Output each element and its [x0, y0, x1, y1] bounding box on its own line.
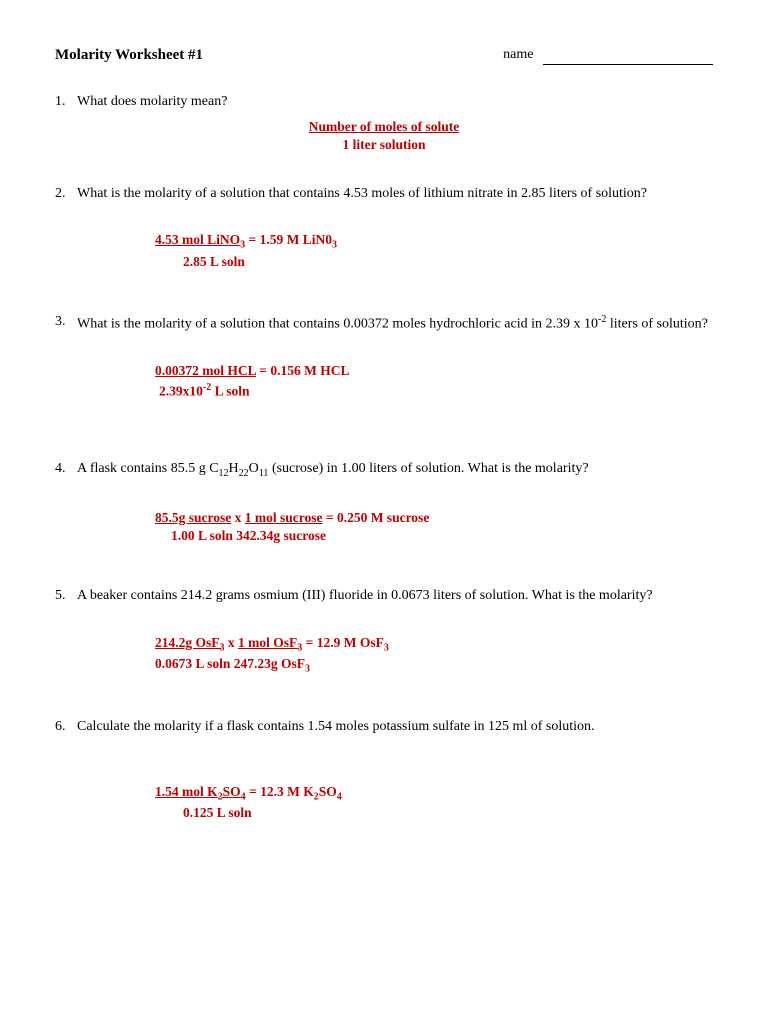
q4-a1c: 1 mol sucrose: [245, 510, 323, 525]
q4-a2: 1.00 L soln 342.34g sucrose: [171, 527, 713, 545]
question-2: 2. What is the molarity of a solution th…: [55, 185, 713, 204]
q5-a2a: 0.0673 L soln 247.23g OsF: [155, 656, 305, 671]
q4-a1a: 85.5g sucrose: [155, 510, 231, 525]
q6-number: 6.: [55, 718, 77, 737]
header: Molarity Worksheet #1 name: [55, 45, 713, 65]
q2-number: 2.: [55, 185, 77, 204]
q1-ans-bot: 1 liter solution: [55, 136, 713, 154]
q5-number: 5.: [55, 587, 77, 606]
q6-a1b: SO: [223, 784, 241, 799]
q3-number: 3.: [55, 313, 77, 335]
name-label: name: [503, 47, 533, 62]
q5-answer: 214.2g OsF3 x 1 mol OsF3 = 12.9 M OsF3 0…: [155, 634, 713, 676]
question-3: 3. What is the molarity of a solution th…: [55, 313, 713, 335]
q6-a2: 0.125 L soln: [183, 804, 713, 822]
q3-a1: 0.00372 mol HCL: [155, 363, 256, 378]
q3-a1r: = 0.156 M HCL: [256, 363, 350, 378]
q4-answer: 85.5g sucrose x 1 mol sucrose = 0.250 M …: [155, 509, 713, 545]
q6-a1a: 1.54 mol K: [155, 784, 218, 799]
page-title: Molarity Worksheet #1: [55, 45, 203, 65]
q6-a1c: = 12.3 M K: [246, 784, 314, 799]
q2-a2: 2.85 L soln: [183, 253, 713, 271]
name-blank-line: [543, 64, 713, 65]
question-4: 4. A flask contains 85.5 g C12H22O11 (su…: [55, 460, 713, 480]
q5-a1c: 1 mol OsF: [238, 635, 297, 650]
q4-number: 4.: [55, 460, 77, 480]
q1-number: 1.: [55, 93, 77, 112]
name-field: name: [503, 46, 713, 65]
q6-text: Calculate the molarity if a flask contai…: [77, 718, 713, 737]
q3-a2b: L soln: [211, 383, 249, 398]
q1-text: What does molarity mean?: [77, 93, 713, 112]
q5-a1a: 214.2g OsF: [155, 635, 220, 650]
q2-answer: 4.53 mol LiNO3 = 1.59 M LiN03 2.85 L sol…: [155, 231, 713, 270]
q5-a1b: x: [225, 635, 239, 650]
question-1: 1. What does molarity mean?: [55, 93, 713, 112]
question-6: 6. Calculate the molarity if a flask con…: [55, 718, 713, 737]
q6-answer: 1.54 mol K2SO4 = 12.3 M K2SO4 0.125 L so…: [155, 783, 713, 822]
q1-ans-top: Number of moles of solute: [309, 119, 459, 134]
q2-a1b: = 1.59 M LiN0: [245, 232, 332, 247]
q5-a1d: = 12.9 M OsF: [302, 635, 384, 650]
q5-text: A beaker contains 214.2 grams osmium (II…: [77, 587, 713, 606]
q2-a1a: 4.53 mol LiNO: [155, 232, 240, 247]
q4-a1d: = 0.250 M sucrose: [323, 510, 430, 525]
q4-a1b: x: [231, 510, 245, 525]
q4-text: A flask contains 85.5 g C12H22O11 (sucro…: [77, 460, 713, 480]
q2-text: What is the molarity of a solution that …: [77, 185, 713, 204]
q3-text: What is the molarity of a solution that …: [77, 313, 713, 335]
q3-answer: 0.00372 mol HCL = 0.156 M HCL 2.39x10-2 …: [155, 362, 713, 400]
q1-answer: Number of moles of solute 1 liter soluti…: [55, 118, 713, 154]
q6-a1d: SO: [319, 784, 337, 799]
question-5: 5. A beaker contains 214.2 grams osmium …: [55, 587, 713, 606]
q3-a2a: 2.39x10: [159, 383, 203, 398]
